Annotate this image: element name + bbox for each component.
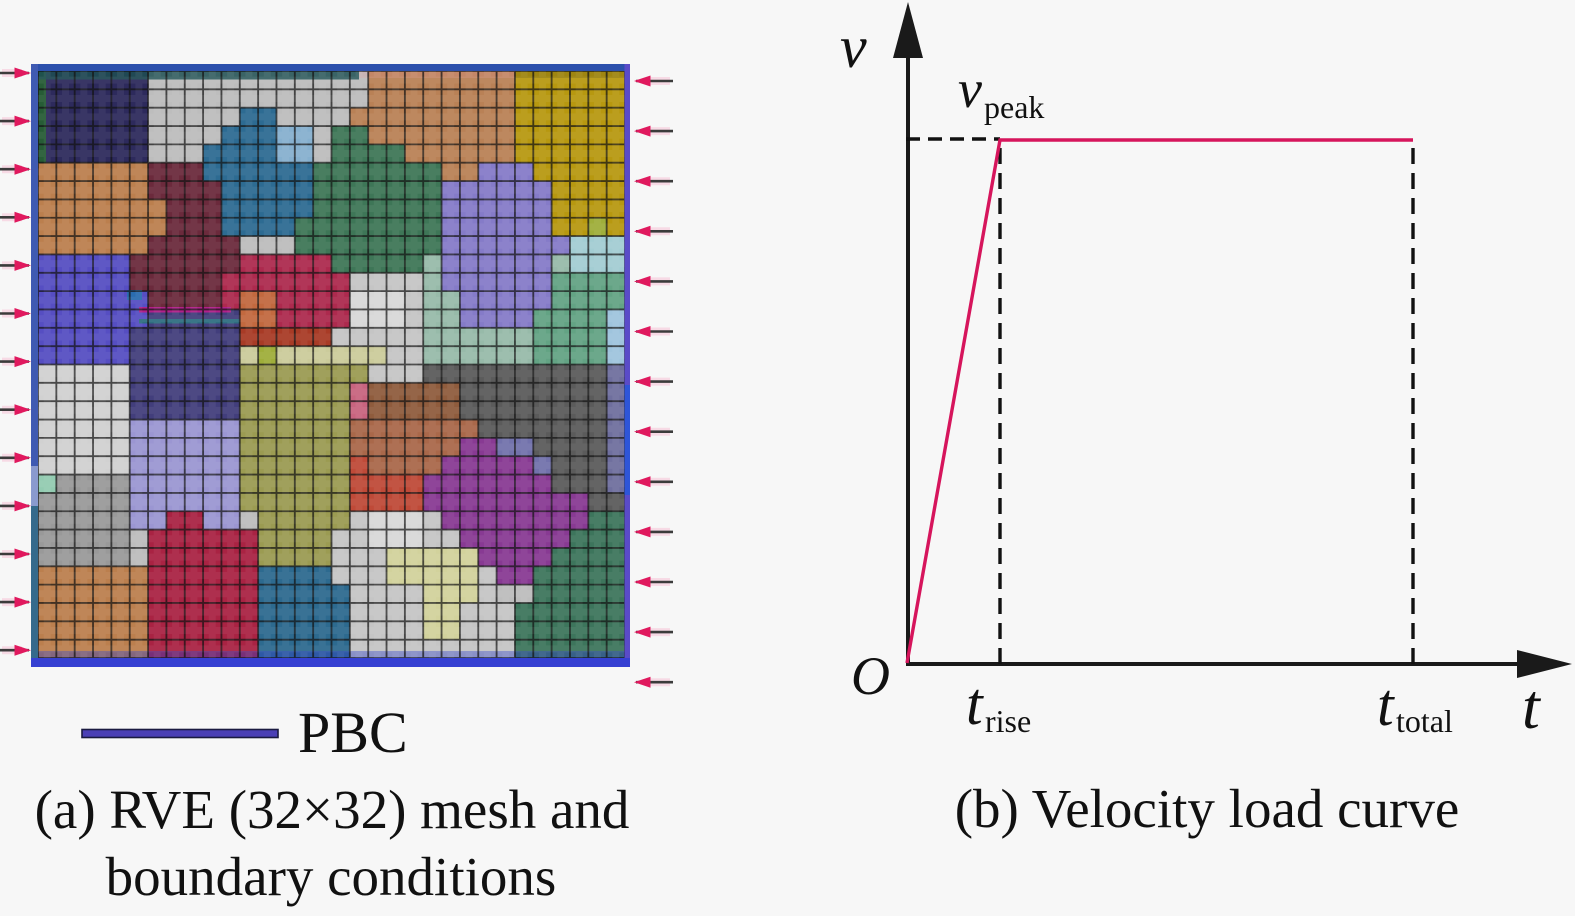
svg-text:t: t — [966, 671, 984, 737]
svg-text:v: v — [840, 14, 867, 80]
svg-text:PBC: PBC — [298, 700, 408, 765]
svg-text:rise: rise — [985, 703, 1031, 739]
svg-text:(b) Velocity load curve: (b) Velocity load curve — [955, 778, 1460, 839]
svg-text:boundary conditions: boundary conditions — [106, 846, 557, 907]
svg-text:peak: peak — [984, 89, 1044, 125]
svg-text:O: O — [851, 646, 890, 706]
svg-text:t: t — [1377, 672, 1395, 738]
svg-text:total: total — [1396, 703, 1453, 739]
svg-text:t: t — [1522, 671, 1542, 742]
svg-text:(a) RVE (32×32) mesh and: (a) RVE (32×32) mesh and — [35, 779, 630, 840]
svg-text:v: v — [958, 59, 982, 119]
